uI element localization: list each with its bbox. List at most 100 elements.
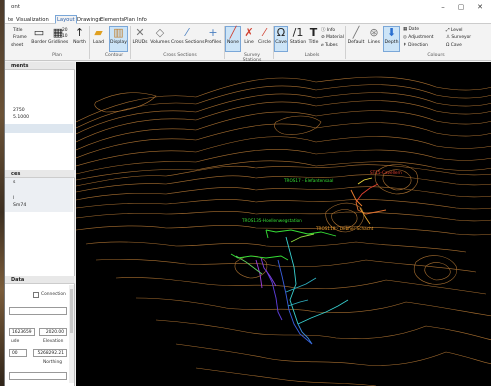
sheet-button[interactable]: sheet (11, 43, 24, 48)
scale-top: 20 (62, 28, 68, 33)
connection-checkbox[interactable] (33, 292, 39, 298)
cross-sections-button[interactable]: ⁄ Cross Sections (171, 26, 205, 46)
label-cave-button[interactable]: Ω Cave (274, 26, 288, 52)
label-tubes-button[interactable]: ⌀ Tubes (321, 43, 338, 48)
group-colours-label: Colours (427, 53, 445, 58)
line-icon: ✗ (244, 26, 254, 39)
cave-label-cavellern: ST15-Cavellern (370, 170, 402, 175)
colour-cave-button[interactable]: Ω Cave (446, 43, 462, 48)
profiles-icon: + (208, 26, 218, 39)
colour-direction-button[interactable]: ↟ Direction (403, 43, 428, 48)
main-window: ont – ▢ ✕ te Visualization Layout Drawin… (4, 0, 491, 386)
scale-bottom: 10 (62, 34, 68, 39)
list-item[interactable]: s (13, 180, 16, 185)
tab-elements[interactable]: Elements (100, 17, 125, 23)
group-labels-label: Labels (304, 53, 320, 58)
colour-depth-button[interactable]: ⬇ Depth (383, 26, 400, 52)
frame-button[interactable]: Frame (13, 35, 27, 40)
scrollbar-thumb[interactable] (70, 289, 73, 333)
gridlines-icon: ▦ (52, 26, 64, 39)
colour-date-button[interactable]: ▦ Date (403, 27, 420, 32)
title-bar: ont – ▢ ✕ (5, 0, 491, 14)
stations-circle-button[interactable]: ⁄ Circle (258, 26, 271, 46)
window-title: ont (11, 4, 21, 10)
maximize-icon[interactable]: ▢ (457, 3, 465, 11)
close-icon[interactable]: ✕ (477, 3, 483, 11)
display-contour-button[interactable]: ▥ Display (109, 26, 128, 52)
minimize-icon[interactable]: – (441, 3, 445, 11)
gridlines-button[interactable]: ▦ Gridlines (48, 26, 69, 46)
selected-row[interactable] (5, 124, 73, 133)
value-row: 2750 (13, 108, 25, 113)
label-material-button[interactable]: ⊘ Material (321, 35, 344, 40)
left-panel: ments 2750 5.1000 ces s l Sm74 Data (5, 62, 75, 386)
list-item[interactable]: l (13, 196, 15, 201)
north-button[interactable]: ↑ North (73, 26, 86, 46)
label-station-button[interactable]: /1 Station (289, 26, 307, 46)
cave-label-elefantensaal: TROS17 - Elefantensaal (283, 178, 333, 183)
menu-bar: te Visualization Layout Drawings Element… (5, 14, 491, 24)
load-contour-button[interactable]: ▰ Load (92, 26, 105, 46)
connection-label: Connection (41, 292, 66, 297)
group-cross-sections-label: Cross Sections (163, 53, 197, 58)
group-survey-stations-label: Survey Stations (242, 53, 262, 63)
separator (224, 26, 225, 59)
colour-surveyor-button[interactable]: ♙ Surveyor (446, 35, 472, 40)
lruds-button[interactable]: ✕ LRUDs (132, 26, 148, 46)
label-info-button[interactable]: ⓘ Info (321, 28, 336, 33)
value-row: 5.1000 (13, 115, 30, 120)
tab-drawings[interactable]: Drawings (77, 17, 102, 23)
omega-icon: Ω (276, 26, 286, 39)
colour-adjustment-button[interactable]: ◎ Adjustment (403, 35, 434, 40)
station-label-icon: /1 (292, 26, 304, 39)
text-field[interactable] (9, 307, 67, 315)
lrud-icon: ✕ (135, 26, 145, 39)
colour-lines-button[interactable]: ⊛ Lines (366, 26, 382, 46)
separator (345, 26, 346, 59)
border-button[interactable]: ▭ Border (31, 26, 47, 46)
data-scrollbar[interactable] (69, 285, 74, 383)
northing-label: Northing (43, 360, 63, 365)
label-title-button[interactable]: T Title (308, 26, 319, 46)
ribbon-toolbar: Title Frame sheet ▭ Border ▦ Gridlines 20 … (5, 24, 491, 63)
text-field[interactable] (9, 372, 67, 380)
station-labels: TROS17 - Elefantensaal ST15-Cavellern TR… (241, 170, 402, 231)
title-t-icon: T (309, 26, 318, 39)
surfaces-section-header: ces (5, 170, 75, 178)
contour-display-icon: ▥ (113, 26, 124, 39)
list-item[interactable]: Sm74 (13, 203, 27, 208)
tab-plan[interactable]: Plan (124, 17, 136, 23)
coordinate-a-field[interactable]: 1623659 (9, 328, 35, 336)
separator (273, 26, 274, 59)
contour-lines (76, 76, 491, 386)
contour-survey-view: TROS17 - Elefantensaal ST15-Cavellern TR… (76, 76, 491, 386)
stations-line-button[interactable]: ✗ Line (242, 26, 256, 46)
title-button[interactable]: Title (13, 28, 23, 33)
elevation-field[interactable]: 2020.00 (39, 328, 67, 336)
coordinate-c-field[interactable]: 00 (9, 349, 27, 357)
northing-field[interactable]: 5268292.21 (33, 349, 67, 357)
cave-label-leibner-schacht: TROS110 - Leibner Schacht (315, 226, 374, 231)
colour-level-button[interactable]: ⤢ Level (446, 28, 463, 33)
survey-shots (230, 177, 387, 345)
depth-arrow-icon: ⬇ (386, 26, 397, 39)
volumes-button[interactable]: ◇ Volumes (150, 26, 170, 46)
stations-none-button[interactable]: ╱ None (225, 26, 241, 52)
circle-station-icon: ⁄ (263, 26, 266, 39)
profiles-button[interactable]: + Profiles (204, 26, 222, 46)
folder-icon: ▰ (94, 26, 103, 39)
tab-file[interactable]: te (8, 17, 14, 23)
tab-layout[interactable]: Layout (55, 15, 77, 24)
tab-visualization[interactable]: Visualization (16, 17, 49, 23)
cave-3d-viewport[interactable]: TROS17 - Elefantensaal ST15-Cavellern TR… (76, 62, 491, 386)
elevation-label: Elevation (43, 339, 64, 344)
coordinate-a-label: ude (11, 339, 20, 344)
volumes-icon: ◇ (155, 26, 165, 39)
colour-default-button[interactable]: ╱ Default (347, 26, 365, 46)
lines-colour-icon: ⊛ (369, 26, 379, 39)
group-plan-label: Plan (52, 53, 62, 58)
surfaces-list (5, 178, 73, 212)
tab-info[interactable]: Info (137, 17, 147, 23)
cave-label-hoellenwegstation: TROS135-Hoellenwegstation (241, 218, 302, 223)
